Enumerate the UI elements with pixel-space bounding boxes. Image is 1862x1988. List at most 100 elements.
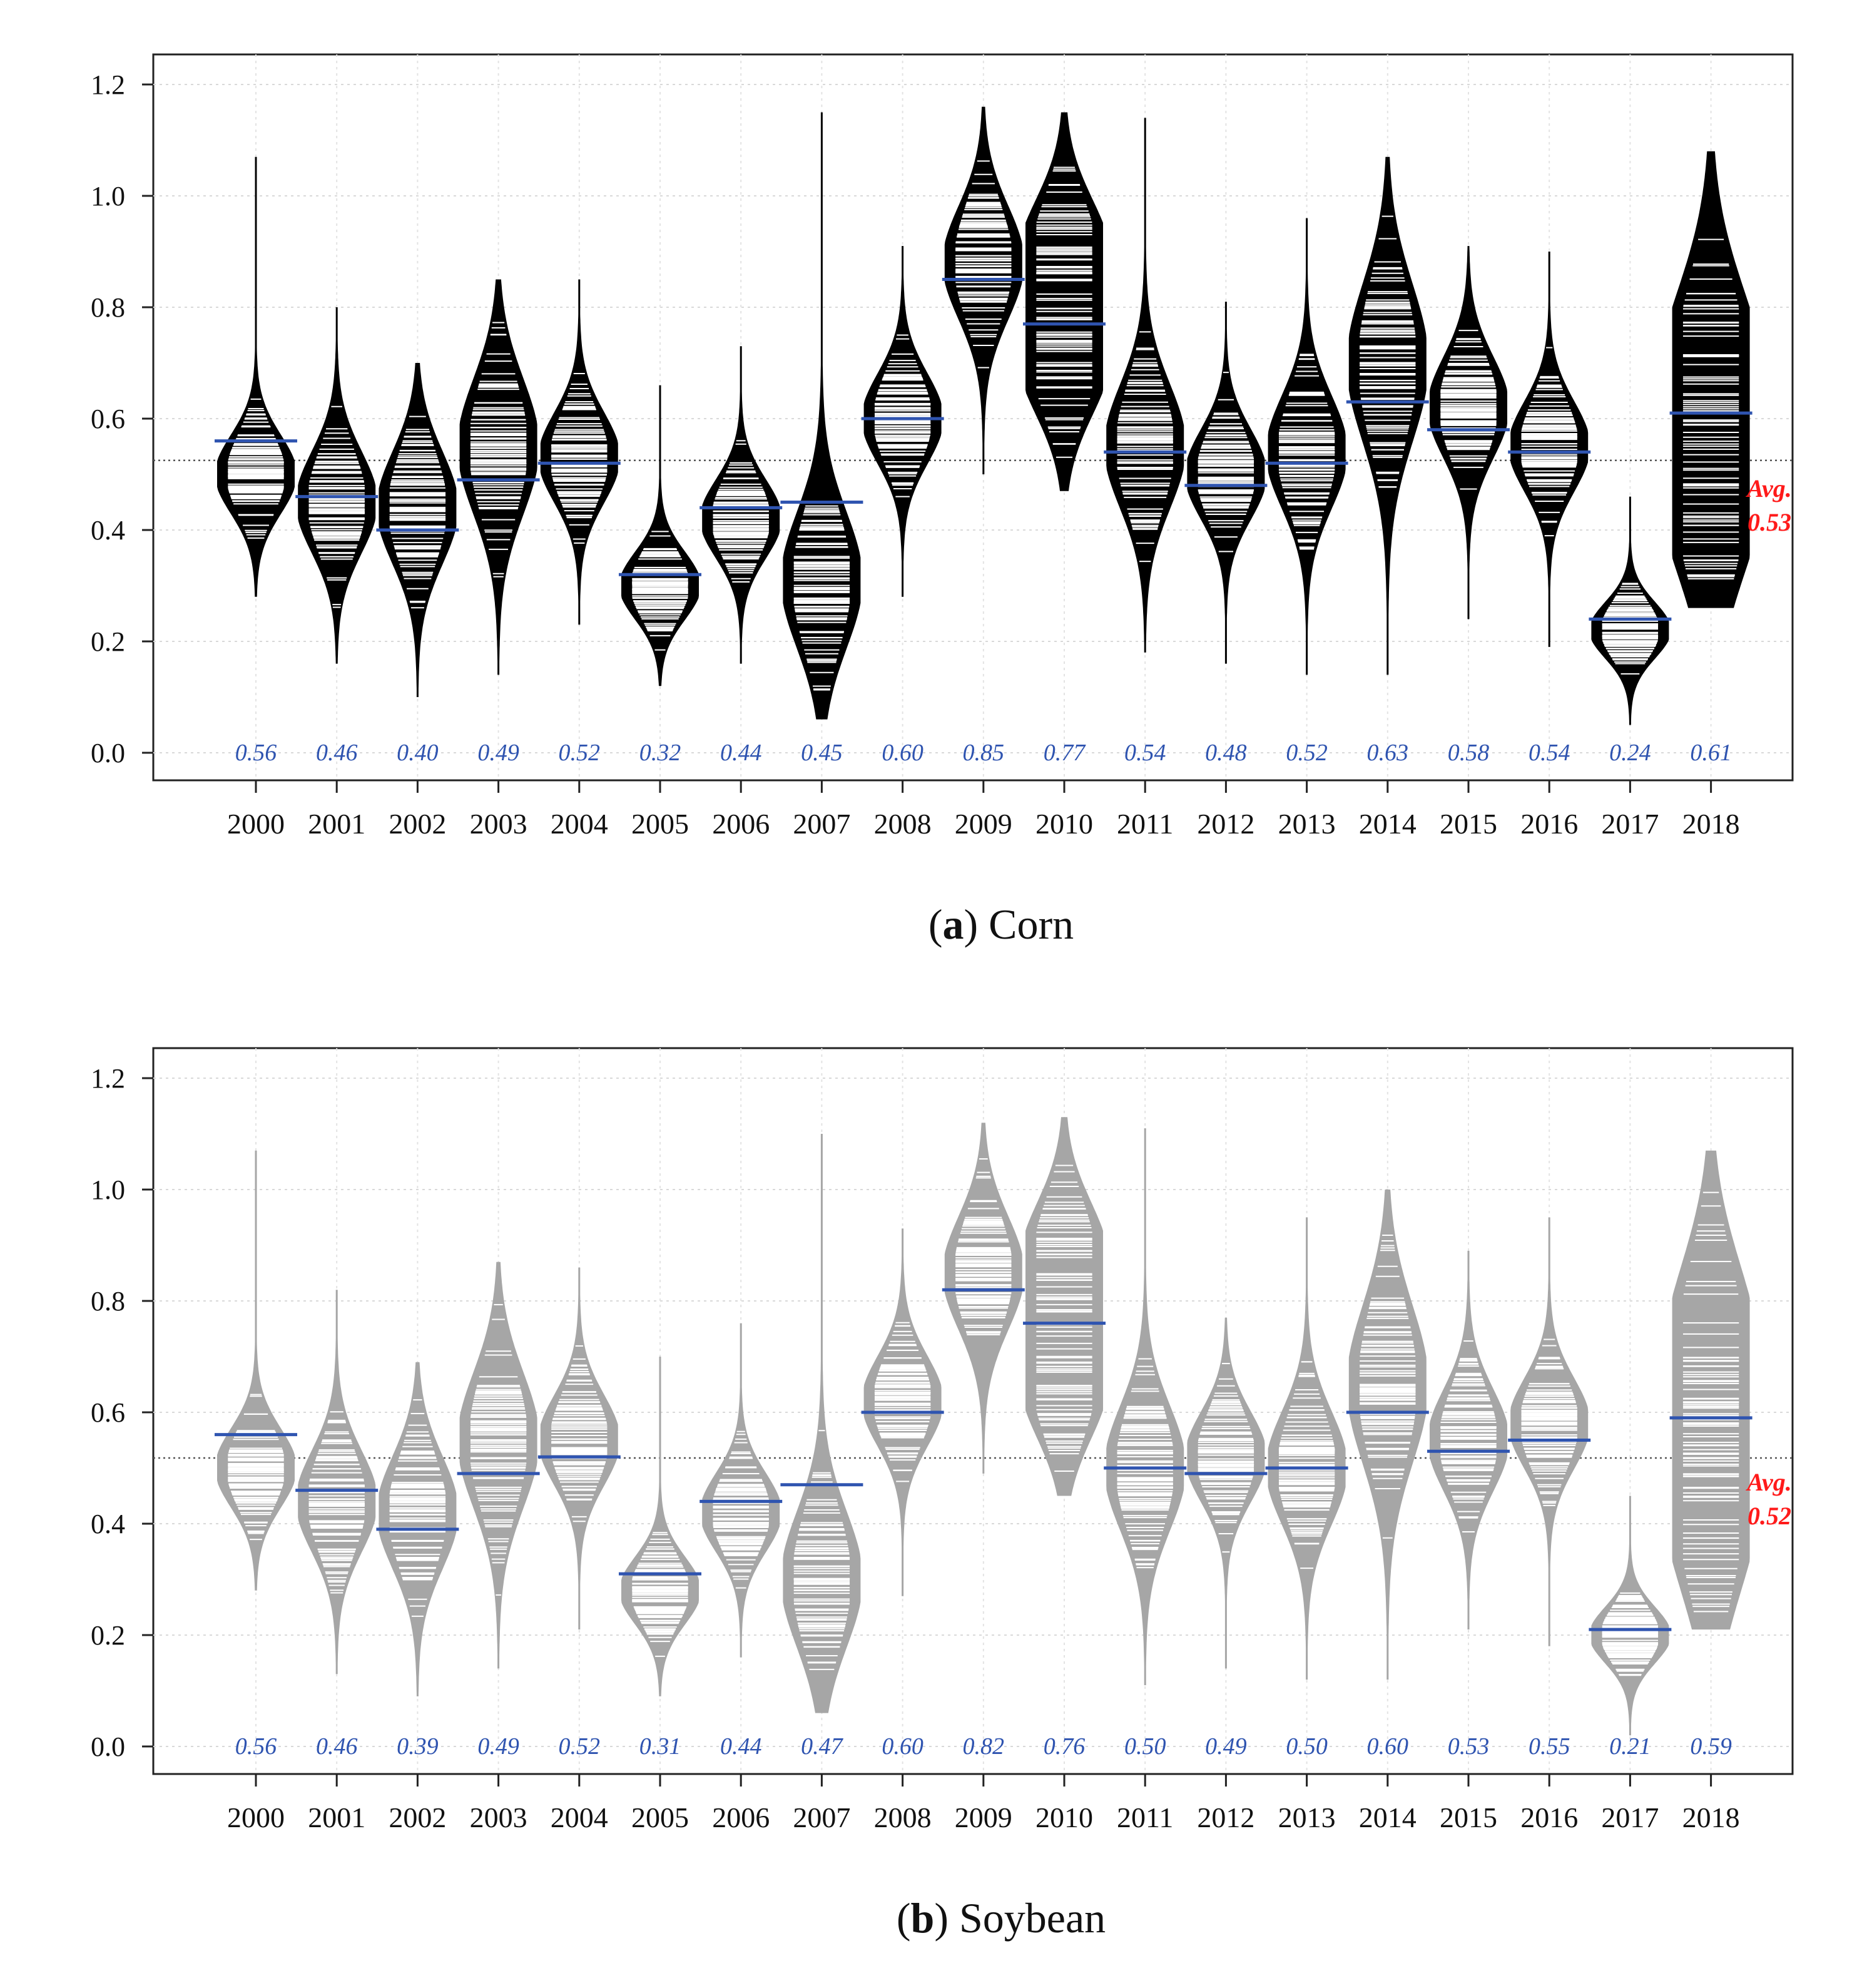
x-tick-label-soybean: 2016 xyxy=(1520,1802,1578,1833)
x-tick-label-soybean: 2017 xyxy=(1601,1802,1659,1833)
bean-shape xyxy=(1187,302,1265,664)
mean-label: 0.76 xyxy=(1044,1733,1086,1760)
x-tick-label-corn: 2005 xyxy=(631,808,689,840)
x-tick-label-soybean: 2007 xyxy=(793,1802,850,1833)
x-tick-label-corn: 2018 xyxy=(1682,808,1740,840)
bean-corn-2003: 0.49 xyxy=(457,279,540,766)
bean-corn-2018: 0.61 xyxy=(1669,151,1753,766)
bean-corn-2014: 0.63 xyxy=(1346,156,1429,766)
bean-soybean-2004: 0.52 xyxy=(537,1267,621,1760)
mean-label: 0.55 xyxy=(1529,1733,1570,1760)
avg-label-line1-soybean: Avg. xyxy=(1745,1468,1791,1496)
x-tick-label-corn: 2000 xyxy=(227,808,285,840)
x-tick-label-corn: 2014 xyxy=(1359,808,1417,840)
x-tick-label-corn: 2009 xyxy=(955,808,1012,840)
bean-soybean-2015: 0.53 xyxy=(1427,1250,1510,1760)
mean-label: 0.47 xyxy=(801,1733,844,1760)
mean-label: 0.59 xyxy=(1690,1733,1732,1760)
caption-text-soybean: Soybean xyxy=(959,1894,1106,1942)
panel-soybean: 0.56 0.46 0.39 0.49 0.52 0.31 0.44 0.47 0.60 0.82… xyxy=(91,1047,1794,1942)
bean-soybean-2000: 0.56 xyxy=(215,1150,297,1760)
bean-corn-2002: 0.40 xyxy=(376,363,459,766)
bean-soybean-2009: 0.82 xyxy=(942,1123,1025,1760)
mean-label: 0.24 xyxy=(1609,740,1651,766)
beans-corn: 0.56 0.46 0.40 0.49 0.52 0.32 0.44 0.45 0.60 0.85… xyxy=(153,106,1793,766)
bean-shape xyxy=(944,106,1022,475)
bean-soybean-2003: 0.49 xyxy=(457,1262,540,1760)
mean-label: 0.60 xyxy=(882,1733,923,1760)
y-tick-label-soybean: 0.4 xyxy=(91,1509,125,1539)
x-tick-label-soybean: 2009 xyxy=(955,1802,1012,1833)
x-tick-label-corn: 2007 xyxy=(793,808,850,840)
y-tick-label-corn: 0.4 xyxy=(91,515,125,546)
mean-label: 0.32 xyxy=(639,740,681,766)
x-tick-label-corn: 2012 xyxy=(1197,808,1254,840)
y-tick-label-soybean: 0.2 xyxy=(91,1620,125,1651)
x-tick-label-corn: 2015 xyxy=(1440,808,1497,840)
x-tick-label-corn: 2010 xyxy=(1035,808,1093,840)
mean-label: 0.60 xyxy=(1367,1733,1409,1760)
bean-soybean-2012: 0.49 xyxy=(1184,1317,1268,1760)
x-tick-label-corn: 2013 xyxy=(1278,808,1336,840)
x-tick-label-soybean: 2002 xyxy=(389,1802,446,1833)
mean-label: 0.44 xyxy=(720,740,762,766)
bean-corn-2006: 0.44 xyxy=(700,346,783,766)
bean-corn-2016: 0.54 xyxy=(1508,252,1591,766)
mean-label: 0.58 xyxy=(1448,740,1490,766)
bean-corn-2011: 0.54 xyxy=(1104,118,1187,766)
caption-corn: (a) Corn xyxy=(928,900,1074,948)
mean-label: 0.53 xyxy=(1448,1733,1490,1760)
y-tick-label-soybean: 1.2 xyxy=(91,1063,125,1094)
bean-soybean-2001: 0.46 xyxy=(295,1290,379,1760)
y-tick-label-soybean: 0.6 xyxy=(91,1397,125,1428)
x-tick-label-corn: 2017 xyxy=(1601,808,1659,840)
avg-label-line1-corn: Avg. xyxy=(1745,474,1791,502)
bean-corn-2012: 0.48 xyxy=(1184,302,1268,766)
x-tick-label-corn: 2002 xyxy=(389,808,446,840)
mean-label: 0.52 xyxy=(1286,740,1328,766)
mean-label: 0.63 xyxy=(1367,740,1409,766)
bean-shape xyxy=(621,1357,699,1696)
bean-corn-2001: 0.46 xyxy=(295,307,379,766)
mean-label: 0.50 xyxy=(1124,1733,1166,1760)
mean-label: 0.61 xyxy=(1690,740,1732,766)
mean-label: 0.39 xyxy=(397,1733,439,1760)
x-tick-label-soybean: 2001 xyxy=(308,1802,365,1833)
mean-label: 0.85 xyxy=(963,740,1005,766)
bean-soybean-2010: 0.76 xyxy=(1023,1117,1106,1760)
bean-corn-2009: 0.85 xyxy=(942,106,1025,766)
y-tick-label-soybean: 0.8 xyxy=(91,1286,125,1317)
x-tick-label-corn: 2003 xyxy=(470,808,527,840)
bean-corn-2000: 0.56 xyxy=(215,156,297,766)
x-tick-label-soybean: 2010 xyxy=(1035,1802,1093,1833)
mean-label: 0.60 xyxy=(882,740,923,766)
bean-soybean-2013: 0.50 xyxy=(1265,1217,1348,1760)
bean-corn-2007: 0.45 xyxy=(780,112,863,766)
bean-shape xyxy=(217,1150,295,1591)
mean-label: 0.49 xyxy=(1205,1733,1247,1760)
x-tick-label-corn: 2016 xyxy=(1520,808,1578,840)
bean-soybean-2006: 0.44 xyxy=(700,1323,783,1760)
mean-label: 0.54 xyxy=(1124,740,1166,766)
x-tick-label-soybean: 2013 xyxy=(1278,1802,1336,1833)
mean-label: 0.21 xyxy=(1609,1733,1651,1760)
y-tick-label-corn: 0.0 xyxy=(91,738,125,768)
mean-label: 0.49 xyxy=(477,740,519,766)
bean-soybean-2008: 0.60 xyxy=(861,1228,944,1760)
bean-shape xyxy=(1187,1317,1265,1669)
bean-shape xyxy=(783,112,861,720)
beans-soybean: 0.56 0.46 0.39 0.49 0.52 0.31 0.44 0.47 0.60 0.82… xyxy=(153,1117,1793,1760)
y-tick-label-soybean: 0.0 xyxy=(91,1731,125,1762)
avg-label-line2-corn: 0.53 xyxy=(1748,508,1791,536)
mean-label: 0.46 xyxy=(316,1733,358,1760)
x-tick-label-corn: 2011 xyxy=(1117,808,1173,840)
bean-corn-2015: 0.58 xyxy=(1427,246,1510,766)
bean-corn-2004: 0.52 xyxy=(537,279,621,766)
y-tick-label-corn: 1.2 xyxy=(91,69,125,100)
mean-label: 0.56 xyxy=(235,740,277,766)
bean-shape xyxy=(1025,1117,1103,1496)
mean-label: 0.31 xyxy=(639,1733,681,1760)
bean-shape xyxy=(1510,1217,1589,1646)
avg-label-line2-soybean: 0.52 xyxy=(1748,1502,1791,1530)
x-tick-label-soybean: 2004 xyxy=(551,1802,608,1833)
